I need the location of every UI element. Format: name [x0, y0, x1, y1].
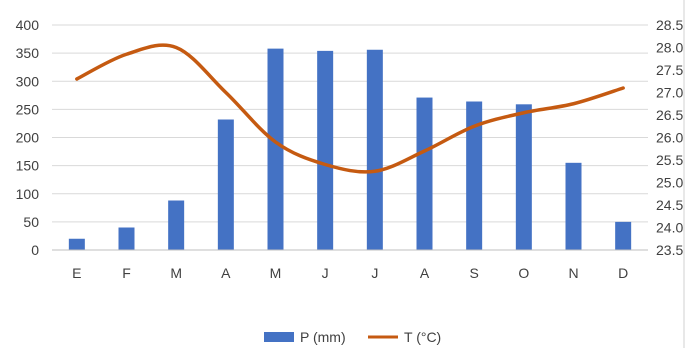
- left-tick-label: 150: [16, 158, 40, 174]
- left-tick-label: 200: [16, 130, 40, 146]
- x-tick-label: A: [420, 265, 430, 281]
- x-tick-label: E: [72, 265, 81, 281]
- legend-label-temp: T (°C): [404, 329, 441, 345]
- precip-bar: [416, 97, 433, 250]
- precip-bar: [68, 238, 85, 250]
- left-tick-label: 250: [16, 101, 40, 117]
- legend: P (mm) T (°C): [264, 329, 441, 345]
- right-tick-label: 24.0: [656, 220, 683, 236]
- precip-bar: [118, 227, 135, 250]
- left-tick-label: 400: [16, 17, 40, 33]
- right-tick-label: 28.5: [656, 17, 683, 33]
- gridlines: [52, 24, 648, 251]
- x-tick-label: S: [469, 265, 478, 281]
- right-tick-label: 24.5: [656, 197, 683, 213]
- right-tick-label: 26.0: [656, 130, 683, 146]
- left-tick-label: 350: [16, 45, 40, 61]
- x-tick-label: D: [618, 265, 628, 281]
- precip-bar: [267, 48, 284, 250]
- right-tick-label: 27.5: [656, 62, 683, 78]
- x-tick-label: J: [322, 265, 329, 281]
- line-series: [75, 43, 625, 174]
- x-tick-label: F: [122, 265, 131, 281]
- precip-bar: [317, 50, 334, 250]
- precip-bar: [565, 162, 582, 250]
- x-tick-label: M: [170, 265, 182, 281]
- right-axis: 23.5 24.0 24.5 25.0 25.5 26.0 26.5 27.0 27.5 28.0…: [656, 17, 683, 258]
- right-tick-label: 25.0: [656, 175, 683, 191]
- precip-bar: [168, 200, 185, 250]
- right-tick-label: 26.5: [656, 107, 683, 123]
- bar-series: [68, 48, 632, 250]
- legend-label-precip: P (mm): [300, 329, 346, 345]
- left-tick-label: 300: [16, 73, 40, 89]
- precip-bar: [466, 101, 483, 250]
- right-tick-label: 23.5: [656, 242, 683, 258]
- right-tick-label: 25.5: [656, 152, 683, 168]
- precip-bar: [366, 49, 383, 250]
- left-axis: 0 50 100 150 200 250 300 350 400: [16, 17, 40, 258]
- temperature-line: [75, 43, 625, 174]
- right-tick-label: 27.0: [656, 85, 683, 101]
- legend-swatch-precip: [264, 332, 294, 342]
- precip-bar: [515, 104, 532, 250]
- x-tick-label: A: [221, 265, 231, 281]
- x-tick-label: M: [270, 265, 282, 281]
- precip-bar: [217, 119, 234, 250]
- x-tick-label: J: [371, 265, 378, 281]
- precip-bar: [615, 221, 632, 250]
- left-tick-label: 100: [16, 186, 40, 202]
- x-tick-label: O: [518, 265, 529, 281]
- left-tick-label: 50: [23, 214, 39, 230]
- left-tick-label: 0: [31, 242, 39, 258]
- right-tick-label: 28.0: [656, 40, 683, 56]
- x-tick-label: N: [568, 265, 578, 281]
